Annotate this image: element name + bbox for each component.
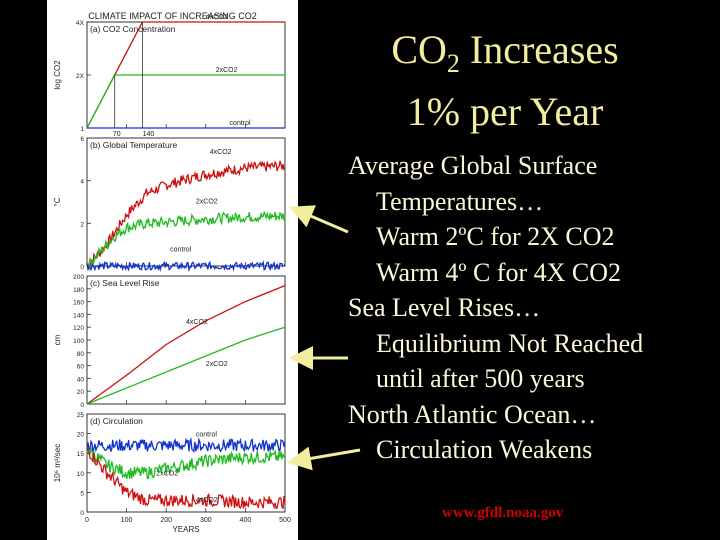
y-tick-label: 0: [80, 510, 84, 517]
series-label: 4xCO2: [210, 149, 232, 156]
y-tick-label: 160: [73, 300, 84, 307]
y-tick-label: 4X: [76, 20, 85, 27]
series-label: 2xCO2: [156, 471, 178, 478]
panel-title: (d) Circulation: [90, 416, 143, 426]
series-line-4xco2: [86, 160, 286, 271]
panel-frame: [86, 275, 286, 405]
bullet-item: Warm 4º C for 4X CO2: [376, 257, 621, 287]
annotation-label: 140: [143, 131, 155, 138]
series-line-control: [86, 260, 286, 273]
series-line-2xco2: [86, 326, 286, 405]
y-tick-label: 2X: [76, 73, 85, 80]
series-label: 2xCO2: [196, 198, 218, 205]
arrow-temperature: [289, 205, 349, 234]
series-label: 4xCO2: [186, 319, 208, 326]
series-label: 4xCO2: [196, 497, 218, 504]
y-tick-label: 100: [73, 338, 84, 345]
y-tick-label: 25: [77, 412, 85, 419]
y-tick-label: 6: [80, 136, 84, 143]
title-line-2: 1% per Year: [406, 89, 604, 134]
y-tick-label: 200: [73, 274, 84, 281]
y-tick-label: 10: [77, 471, 85, 478]
y-tick-label: 20: [77, 432, 85, 439]
chart-title: CLIMATE IMPACT OF INCREASING CO2: [88, 11, 257, 21]
series-label: 2xCO2: [206, 361, 228, 368]
panel-frame: [86, 137, 286, 267]
y-tick-label: 0: [80, 402, 84, 409]
x-axis-label: YEARS: [172, 525, 199, 534]
arrow-circulation: [287, 446, 361, 471]
series-label: control: [196, 431, 217, 438]
x-tick-label: 500: [279, 517, 291, 524]
title-co: CO: [391, 27, 447, 72]
series-label: control: [170, 246, 191, 253]
series-label: control: [230, 120, 251, 127]
title-line-1: CO2 Increases: [340, 26, 670, 88]
series-line-2xco2: [86, 210, 286, 272]
slide-title: CO2 Increases 1% per Year: [340, 26, 670, 136]
series-label: 4xCO2: [206, 14, 228, 21]
bullet-item: Warm 2ºC for 2X CO2: [376, 222, 615, 251]
bullet-item: Circulation Weakens: [376, 435, 593, 464]
series-label: 2xCO2: [216, 67, 238, 74]
panel-title: (b) Global Temperature: [90, 140, 178, 150]
series-line-4xco2: [86, 445, 286, 510]
y-axis-label: 10⁶ m³/sec: [53, 444, 62, 482]
y-tick-label: 5: [80, 490, 84, 497]
y-tick-label: 120: [73, 325, 84, 332]
bullet-item: Temperatures…: [376, 186, 544, 216]
y-tick-label: 15: [77, 451, 85, 458]
x-tick-label: 400: [240, 517, 252, 524]
y-tick-label: 40: [77, 376, 85, 383]
y-axis-label: log CO2: [53, 60, 62, 90]
x-tick-label: 300: [200, 517, 212, 524]
y-tick-label: 2: [80, 221, 84, 228]
y-tick-label: 140: [73, 312, 84, 319]
series-line-2xco2: [86, 447, 286, 480]
panel-title: (c) Sea Level Rise: [90, 278, 160, 288]
y-tick-label: 80: [77, 351, 85, 358]
series-line-4xco2: [86, 284, 286, 405]
y-tick-label: 20: [77, 389, 85, 396]
x-tick-label: 0: [85, 517, 89, 524]
bullet-item: Equilibrium Not Reached: [376, 328, 644, 358]
annotation-label: 70: [113, 131, 121, 138]
bullet-item: North Atlantic Ocean…: [348, 399, 597, 429]
climate-figure: CLIMATE IMPACT OF INCREASING CO2 4X 2X 1 log…: [47, 0, 298, 540]
title-subscript: 2: [446, 49, 460, 78]
y-tick-label: 1: [80, 126, 84, 133]
panel-title: (a) CO2 Concentration: [90, 24, 176, 34]
bullet-item: Average Global Surface: [348, 151, 598, 180]
x-tick-label: 200: [160, 517, 172, 524]
x-tick-label: 100: [121, 517, 133, 524]
title-increases: Increases: [459, 27, 619, 72]
y-tick-label: 180: [73, 287, 84, 294]
y-axis-label: °C: [53, 197, 62, 206]
bullet-item: Sea Level Rises…: [348, 293, 541, 322]
y-axis-label: cm: [53, 334, 62, 345]
source-credit: www.gfdl.noaa.gov: [442, 505, 564, 521]
y-tick-label: 60: [77, 364, 85, 371]
y-tick-label: 4: [80, 179, 84, 186]
bullet-item: until after 500 years: [376, 364, 585, 393]
bullet-list: Average Global Surface Temperatures… War…: [348, 148, 718, 468]
series-line-control: [86, 437, 286, 454]
y-tick-label: 0: [80, 264, 84, 271]
